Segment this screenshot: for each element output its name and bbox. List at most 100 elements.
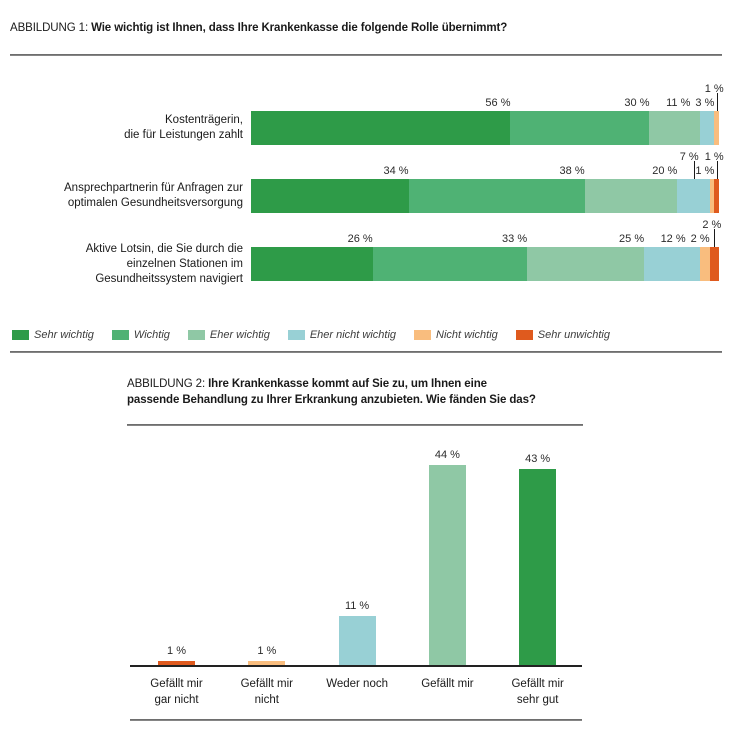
category-label-line: optimalen Gesundheitsversorgung <box>67 197 243 209</box>
bar-segment-wichtig <box>510 111 650 145</box>
raised-value-label: 1 % <box>704 151 724 163</box>
legend-label: Eher wichtig <box>209 329 270 341</box>
stacked-bar <box>251 111 719 145</box>
x-label-line: sehr gut <box>516 694 559 706</box>
bar-segment-eher-wichtig <box>527 247 645 281</box>
legend-item: Sehr wichtig <box>12 329 94 341</box>
bar-segment-sehr-wichtig <box>251 111 511 145</box>
figure2-label: ABBILDUNG 2: <box>127 378 206 390</box>
figure2-top-rule <box>127 424 583 426</box>
category-label-line: Gesundheitssystem navigiert <box>95 272 243 285</box>
chart1-category-label: Ansprechpartnerin für Anfragen zur optima… <box>8 179 243 213</box>
legend-label: Wichtig <box>133 329 170 341</box>
bar-segment-eher-wichtig <box>584 179 678 213</box>
legend-swatch-icon <box>287 330 305 340</box>
column-bar <box>519 469 557 666</box>
chart1-legend: Sehr wichtig Wichtig Eher wichtig Eher nich… <box>12 329 610 341</box>
bar-segment-nicht-wichtig <box>700 247 710 281</box>
column-value-label: 1 % <box>167 645 186 657</box>
x-label-line: nicht <box>254 694 279 706</box>
value-label: 30 % <box>624 97 650 109</box>
raised-value-label: 2 % <box>702 219 722 231</box>
value-label: 11 % <box>666 97 691 109</box>
x-axis-category-label: Weder noch <box>307 676 407 692</box>
bar-segment-eher-nicht-wichtig <box>677 179 710 213</box>
x-axis-category-label: Gefällt mir sehr gut <box>488 676 588 708</box>
value-label: 25 % <box>619 233 645 245</box>
value-label: 20 % <box>652 165 678 177</box>
category-label-line: Ansprechpartnerin für Anfragen zur <box>64 182 243 194</box>
category-label-line: die für Leistungen zahlt <box>124 129 243 141</box>
leader-line <box>693 161 695 179</box>
column-value-label: 44 % <box>434 449 460 461</box>
legend-label: Nicht wichtig <box>436 329 498 341</box>
legend-item: Sehr unwichtig <box>515 329 610 341</box>
x-label-line: Gefällt mir <box>511 678 564 690</box>
column-value-label: 1 % <box>257 645 277 657</box>
legend-swatch-icon <box>12 330 29 340</box>
chart1-category-label: Kostenträgerin, die für Leistungen zahlt <box>8 111 243 145</box>
x-axis-category-label: Gefällt mir nicht <box>217 676 317 708</box>
value-label: 26 % <box>347 233 373 245</box>
bar-segment-eher-nicht-wichtig <box>644 247 701 281</box>
legend-item: Eher wichtig <box>187 329 270 341</box>
legend-swatch-icon <box>515 330 533 340</box>
x-label-line: Gefällt mir <box>421 678 474 690</box>
column-bar <box>158 661 195 666</box>
stacked-bar <box>251 247 719 281</box>
category-label-line: einzelnen Stationen im <box>126 257 243 270</box>
bar-segment-nicht-wichtig <box>714 111 719 145</box>
stacked-bar <box>251 179 719 213</box>
bar-segment-eher-nicht-wichtig <box>700 111 715 145</box>
leader-line <box>714 229 716 247</box>
figure2-question-line2: passende Behandlung zu Ihrer Erkrankung … <box>127 394 536 406</box>
leader-line <box>716 93 718 111</box>
chart1-category-label: Aktive Lotsin, die Sie durch die einzelne… <box>8 243 243 285</box>
x-label-line: Gefällt mir <box>240 678 293 690</box>
raised-value-label: 1 % <box>704 83 724 95</box>
legend-swatch-icon <box>187 330 205 340</box>
column-bar <box>428 465 466 666</box>
column-value-label: 11 % <box>344 600 370 612</box>
value-label: 12 % <box>660 233 686 245</box>
legend-label: Sehr wichtig <box>34 329 94 341</box>
value-label: 2 % <box>690 233 710 245</box>
legend-item: Wichtig <box>111 329 170 341</box>
legend-label: Sehr unwichtig <box>537 329 610 341</box>
figure1-title: ABBILDUNG 1: Wie wichtig ist Ihnen, dass … <box>10 20 507 36</box>
value-label: 38 % <box>559 165 585 177</box>
bar-segment-wichtig <box>408 179 585 213</box>
value-label: 56 % <box>485 97 511 109</box>
value-label: 33 % <box>502 233 528 245</box>
category-label-line: Aktive Lotsin, die Sie durch die <box>85 242 243 255</box>
bar-segment-sehr-unwichtig <box>714 179 719 213</box>
legend-swatch-icon <box>414 330 432 340</box>
figure2-bottom-rule <box>130 719 582 721</box>
bar-segment-nicht-wichtig <box>709 179 715 213</box>
value-label: 3 % <box>695 97 715 109</box>
column-value-label: 43 % <box>525 453 551 465</box>
bar-segment-sehr-wichtig <box>251 247 373 281</box>
x-label-line: Weder noch <box>326 678 388 690</box>
figure1-top-rule <box>10 54 722 56</box>
bar-segment-sehr-unwichtig <box>709 247 719 281</box>
x-label-line: Gefällt mir <box>150 678 203 690</box>
bar-segment-sehr-wichtig <box>251 179 409 213</box>
leader-line <box>716 161 718 179</box>
raised-value-label: 7 % <box>679 151 699 163</box>
value-label: 34 % <box>383 165 409 177</box>
figure2-title: ABBILDUNG 2: Ihre Krankenkasse kommt auf … <box>127 376 536 408</box>
bar-segment-eher-wichtig <box>649 111 701 145</box>
column-bar <box>248 661 286 666</box>
category-label-line: Kostenträgerin, <box>165 114 243 126</box>
x-label-line: gar nicht <box>154 694 199 706</box>
x-axis-category-label: Gefällt mir <box>397 676 497 692</box>
figure1-question: Wie wichtig ist Ihnen, dass Ihre Kranken… <box>91 22 508 34</box>
legend-item: Eher nicht wichtig <box>287 329 396 341</box>
figure1-bottom-rule <box>10 351 722 353</box>
figure1-label: ABBILDUNG 1: <box>10 22 89 34</box>
x-axis-category-label: Gefällt mir gar nicht <box>127 676 227 708</box>
figure2-question-line1: Ihre Krankenkasse kommt auf Sie zu, um I… <box>208 378 487 390</box>
column-bar <box>338 616 376 666</box>
